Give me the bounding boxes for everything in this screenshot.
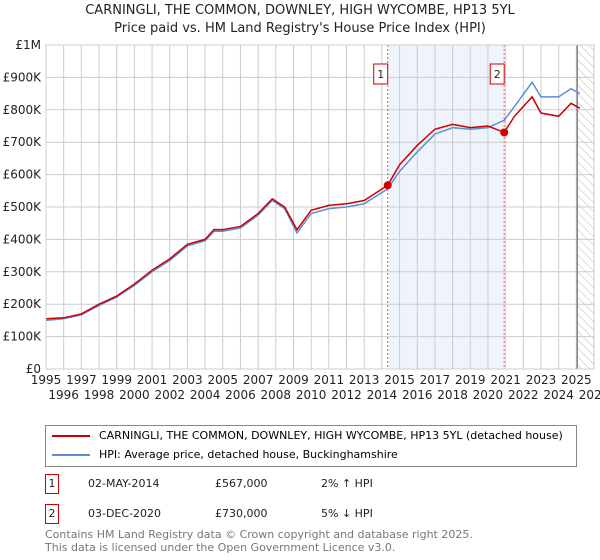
sale-point <box>500 128 509 137</box>
x-tick-label: 1997 <box>66 373 97 387</box>
property-price-line <box>45 95 581 320</box>
transaction-number-badge: 1 <box>45 474 59 494</box>
transaction-hpi-diff: 2% ↑ HPI <box>321 477 373 490</box>
x-tick-label: 2000 <box>119 388 150 402</box>
y-tick-label: £100K <box>3 330 43 344</box>
x-tick-label: 1995 <box>31 373 62 387</box>
footer: Contains HM Land Registry data © Crown c… <box>45 528 473 554</box>
legend-label: CARNINGLI, THE COMMON, DOWNLEY, HIGH WYC… <box>99 429 563 442</box>
transaction-date: 03-DEC-2020 <box>88 507 162 520</box>
y-tick-label: £200K <box>3 297 43 311</box>
transaction-price: £730,000 <box>215 507 268 520</box>
price-chart: 1995199619971998199920002001200220032004… <box>3 38 600 402</box>
sale-label: 1 <box>377 68 384 81</box>
x-tick-label: 2008 <box>261 388 292 402</box>
plot-border <box>45 44 595 370</box>
y-tick-label: £400K <box>3 232 43 246</box>
y-tick-label: £700K <box>3 135 43 149</box>
x-tick-label: 2002 <box>154 388 185 402</box>
x-tick-label: 2009 <box>278 373 309 387</box>
y-tick-label: £900K <box>3 70 43 84</box>
x-tick-label: 2014 <box>367 388 398 402</box>
legend-item-property: CARNINGLI, THE COMMON, DOWNLEY, HIGH WYC… <box>52 429 563 443</box>
y-tick-label: £300K <box>3 265 43 279</box>
chart-title: CARNINGLI, THE COMMON, DOWNLEY, HIGH WYC… <box>85 3 515 18</box>
x-tick-label: 1999 <box>101 373 132 387</box>
x-tick-label: 2020 <box>473 388 504 402</box>
legend-item-hpi: HPI: Average price, detached house, Buck… <box>52 448 398 462</box>
transaction-hpi-diff: 5% ↓ HPI <box>321 507 373 520</box>
footer-line: This data is licensed under the Open Gov… <box>45 541 396 554</box>
y-tick-label: £500K <box>3 200 43 214</box>
x-tick-label: 2007 <box>243 373 274 387</box>
x-tick-label: 2001 <box>137 373 168 387</box>
x-tick-label: 2021 <box>490 373 521 387</box>
x-tick-label: 2004 <box>190 388 221 402</box>
x-tick-label: 2026 <box>579 388 600 402</box>
transaction-row: 2 03-DEC-2020 £730,000 5% ↓ HPI <box>45 504 545 524</box>
y-tick-label: £800K <box>3 103 43 117</box>
x-tick-label: 1998 <box>84 388 115 402</box>
x-tick-label: 2012 <box>331 388 362 402</box>
sale-label-box <box>489 63 505 85</box>
x-tick-label: 2016 <box>402 388 433 402</box>
legend: CARNINGLI, THE COMMON, DOWNLEY, HIGH WYC… <box>45 425 577 467</box>
x-tick-label: 2022 <box>508 388 539 402</box>
legend-label: HPI: Average price, detached house, Buck… <box>99 448 398 461</box>
transaction-date: 02-MAY-2014 <box>88 477 160 490</box>
x-tick-label: 2015 <box>384 373 415 387</box>
sale-label-box <box>373 63 389 85</box>
x-tick-label: 2005 <box>208 373 239 387</box>
chart-subtitle: Price paid vs. HM Land Registry's House … <box>114 21 486 36</box>
sale-label: 2 <box>494 68 501 81</box>
x-tick-label: 2023 <box>526 373 557 387</box>
x-tick-label: 2019 <box>455 373 486 387</box>
x-tick-label: 2003 <box>172 373 203 387</box>
transaction-price: £567,000 <box>215 477 268 490</box>
x-tick-label: 1996 <box>48 388 79 402</box>
y-tick-label: £1M <box>15 38 41 52</box>
y-tick-label: £0 <box>26 362 41 376</box>
footer-line: Contains HM Land Registry data © Crown c… <box>45 528 473 541</box>
y-tick-label: £600K <box>3 168 43 182</box>
red-line-swatch <box>52 435 90 437</box>
x-tick-label: 2006 <box>225 388 256 402</box>
x-tick-label: 2017 <box>420 373 451 387</box>
x-tick-label: 2010 <box>296 388 327 402</box>
transaction-number-badge: 2 <box>45 504 59 524</box>
x-tick-label: 2024 <box>543 388 574 402</box>
x-tick-label: 2013 <box>349 373 380 387</box>
transaction-row: 1 02-MAY-2014 £567,000 2% ↑ HPI <box>45 474 545 494</box>
x-tick-label: 2025 <box>561 373 592 387</box>
x-tick-label: 2018 <box>437 388 468 402</box>
hpi-line <box>45 80 581 322</box>
blue-line-swatch <box>52 454 90 456</box>
sale-point <box>383 181 392 190</box>
x-tick-label: 2011 <box>314 373 345 387</box>
